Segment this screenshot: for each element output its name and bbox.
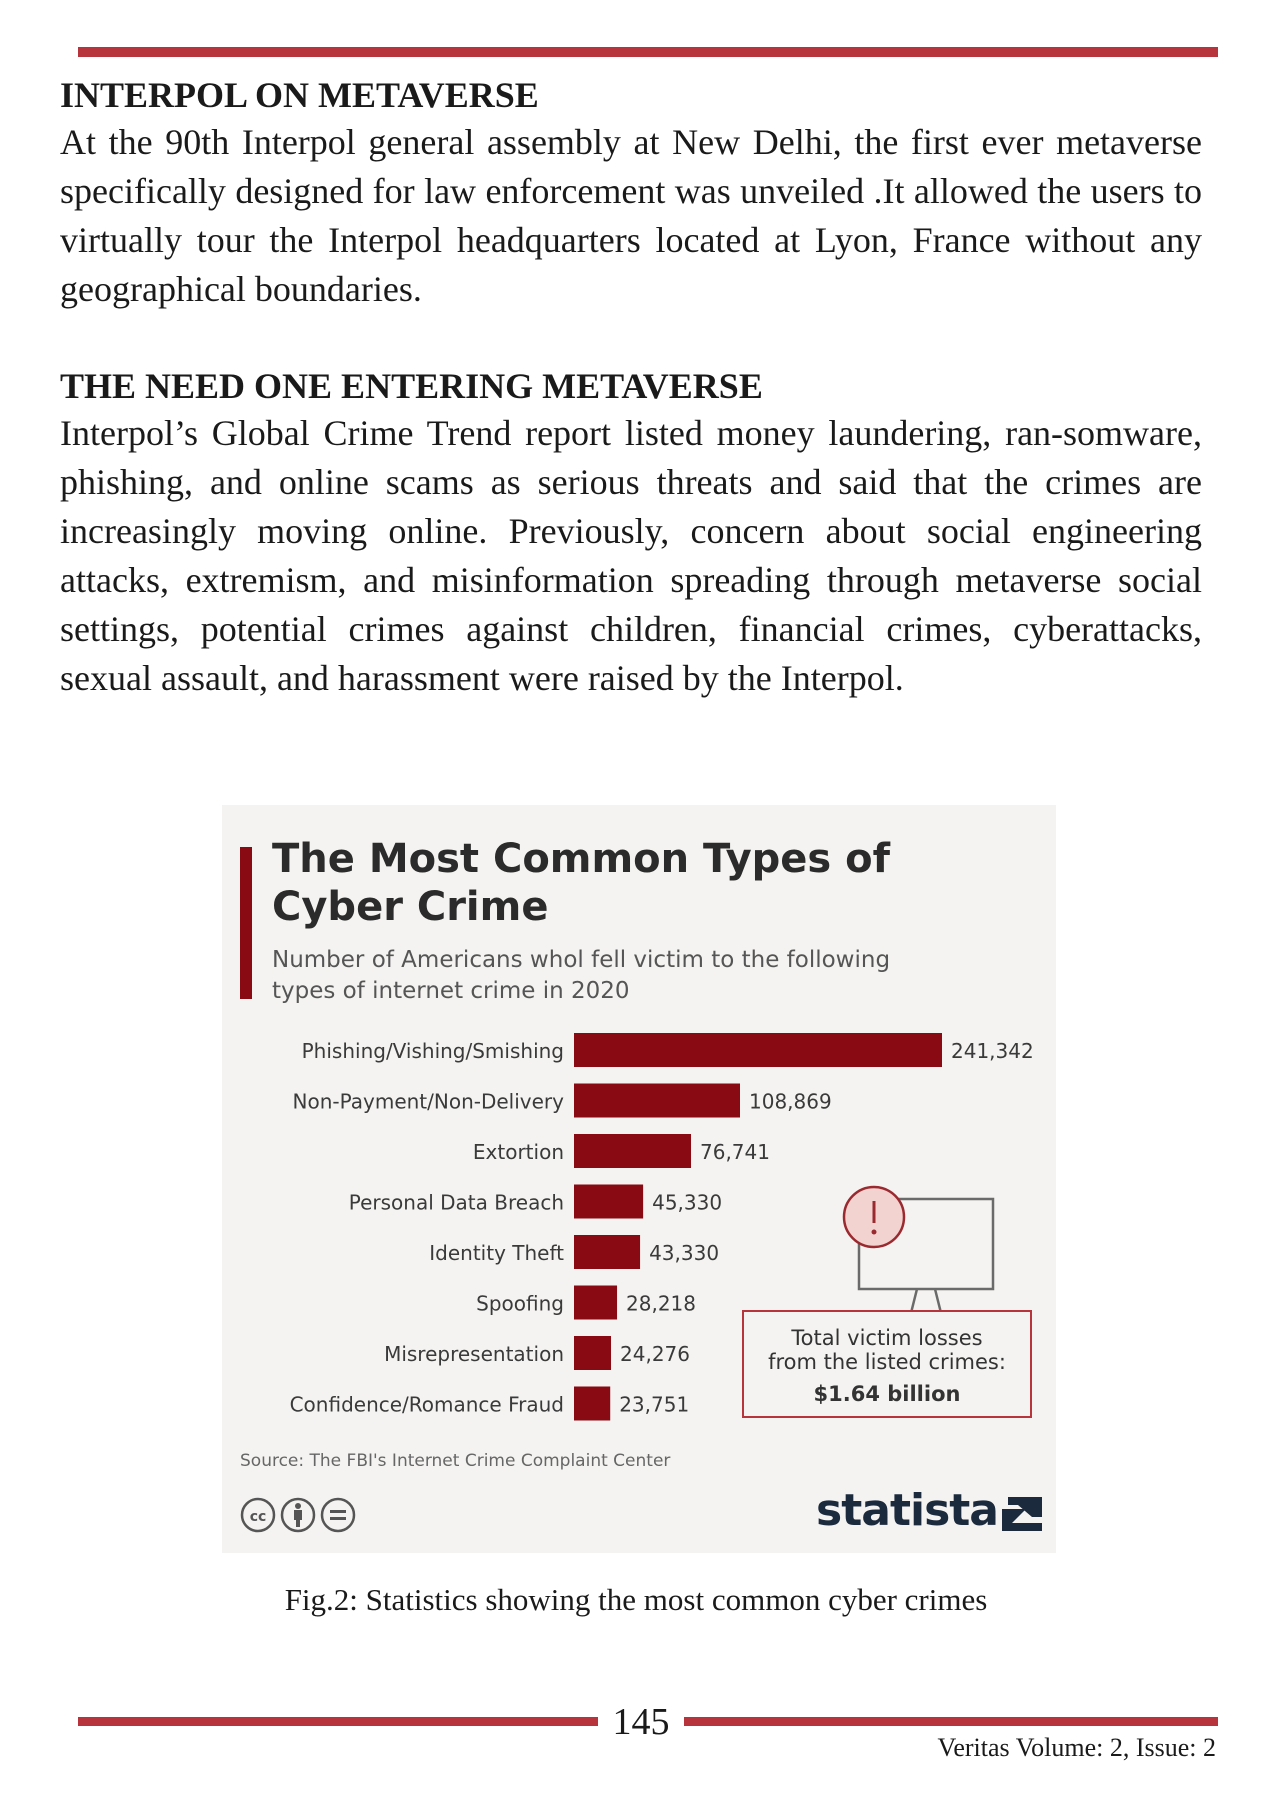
attribution-icon: [280, 1497, 316, 1533]
value-label: 43,330: [649, 1241, 719, 1265]
losses-value: $1.64 billion: [813, 1382, 961, 1406]
bar: [574, 1235, 641, 1269]
category-label: Identity Theft: [429, 1241, 564, 1265]
category-label: Confidence/Romance Fraud: [290, 1393, 564, 1417]
losses-line-1: Total victim losses: [791, 1326, 983, 1350]
bar: [574, 1184, 644, 1219]
section-heading-need: THE NEED ONE ENTERING METAVERSE: [60, 366, 763, 406]
bar: [574, 1386, 611, 1421]
bar: [574, 1134, 692, 1168]
section-paragraph-interpol: At the 90th Interpol general assembly at…: [60, 122, 1202, 309]
chart-source: Source: The FBI's Internet Crime Complai…: [240, 1451, 671, 1471]
value-label: 241,342: [951, 1039, 1034, 1063]
bar: [574, 1336, 612, 1370]
chart-subtitle: Number of Americans whol fell victim to …: [272, 947, 891, 1004]
cc-icon: cc: [240, 1497, 276, 1533]
article-body: INTERPOL ON METAVERSE At the 90th Interp…: [60, 72, 1202, 703]
section-paragraph-need: Interpol’s Global Crime Trend report lis…: [60, 413, 1202, 698]
bottom-rule-right: [684, 1717, 1218, 1726]
bar: [574, 1285, 618, 1320]
value-label: 76,741: [700, 1140, 770, 1164]
value-label: 28,218: [626, 1292, 696, 1316]
svg-text:cc: cc: [250, 1509, 267, 1525]
bottom-rule-left: [78, 1717, 598, 1726]
category-label: Extortion: [473, 1140, 564, 1164]
category-label: Personal Data Breach: [349, 1191, 564, 1215]
statista-logo-icon: [1002, 1497, 1042, 1531]
cyber-crime-infographic: The Most Common Types of Cyber Crime Num…: [222, 805, 1056, 1553]
value-label: 24,276: [620, 1342, 690, 1366]
title-accent-bar: [240, 847, 252, 999]
no-derivatives-icon: [320, 1497, 356, 1533]
section-heading-interpol: INTERPOL ON METAVERSE: [60, 75, 539, 115]
value-label: 45,330: [652, 1191, 722, 1215]
computer-alert-icon: [842, 1185, 995, 1315]
journal-info: Veritas Volume: 2, Issue: 2: [937, 1733, 1216, 1762]
chart-title: The Most Common Types of Cyber Crime: [272, 836, 891, 930]
value-label: 23,751: [619, 1393, 689, 1417]
creative-commons-icons: cc: [240, 1497, 356, 1533]
bar-chart: Phishing/Vishing/Smishing 241,342 Non-Paym…: [290, 1033, 1034, 1421]
category-label: Non-Payment/Non-Delivery: [293, 1090, 565, 1114]
page-number: 145: [612, 1701, 670, 1743]
category-label: Misrepresentation: [384, 1342, 564, 1366]
total-losses-box: Total victim losses from the listed crim…: [742, 1310, 1032, 1418]
statista-brand: statista: [816, 1485, 999, 1536]
figure-caption: Fig.2: Statistics showing the most commo…: [284, 1582, 988, 1617]
losses-line-2: from the listed crimes:: [768, 1350, 1006, 1374]
value-label: 108,869: [749, 1090, 832, 1114]
top-rule: [78, 47, 1218, 57]
bar: [574, 1033, 942, 1067]
category-label: Spoofing: [476, 1292, 564, 1316]
bar: [574, 1083, 741, 1118]
category-label: Phishing/Vishing/Smishing: [302, 1039, 564, 1063]
